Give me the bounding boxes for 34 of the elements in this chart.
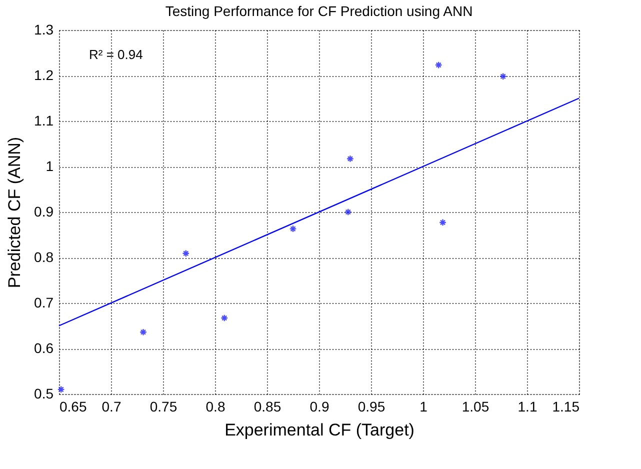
point [57, 386, 65, 394]
chart-title: Testing Performance for CF Prediction using ANN [165, 3, 473, 19]
y-tick-label: 1.1 [34, 112, 54, 128]
x-tick-label: 0.8 [206, 398, 226, 414]
y-axis-title: Predicted CF (ANN) [5, 136, 24, 288]
point [139, 328, 147, 336]
annotation: R² = 0.94 [89, 47, 143, 62]
y-tick-label: 0.8 [34, 249, 54, 265]
x-tick-label: 1 [420, 398, 428, 414]
point [346, 155, 354, 163]
x-tick-label: 1.1 [518, 398, 538, 414]
point [439, 218, 447, 226]
x-tick-label: 0.65 [60, 398, 87, 414]
point [499, 72, 507, 80]
x-axis-title: Experimental CF (Target) [224, 420, 414, 440]
y-tick-label: 0.9 [34, 204, 54, 220]
point [289, 225, 297, 233]
point [434, 61, 442, 69]
x-tick-label: 0.75 [150, 398, 178, 414]
point [220, 314, 228, 322]
y-tick-label: 1.3 [34, 22, 54, 38]
x-tick-label: 0.85 [254, 398, 282, 414]
point [344, 208, 352, 216]
x-tick-label: 1.05 [462, 398, 490, 414]
y-tick-label: 0.6 [34, 340, 54, 356]
y-tick-label: 0.7 [34, 294, 54, 310]
y-tick-label: 1.2 [34, 67, 54, 83]
point [182, 250, 190, 258]
x-tick-label: 0.7 [102, 398, 122, 414]
x-tick-label: 0.95 [358, 398, 386, 414]
x-tick-label: 1.15 [552, 398, 580, 414]
x-tick-label: 0.9 [310, 398, 330, 414]
y-tick-label: 0.5 [34, 386, 54, 402]
y-tick-label: 1 [46, 158, 54, 174]
